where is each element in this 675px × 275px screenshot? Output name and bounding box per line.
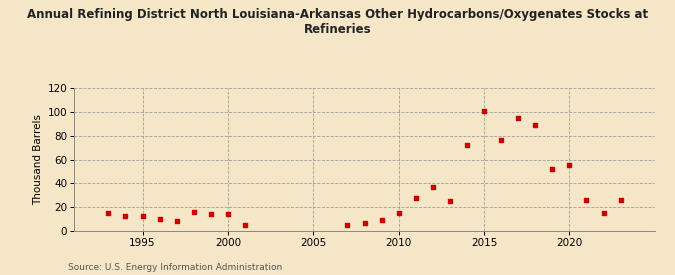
- Point: [394, 211, 404, 215]
- Point: [479, 108, 489, 113]
- Point: [171, 219, 182, 224]
- Point: [462, 143, 472, 147]
- Point: [188, 210, 199, 214]
- Point: [359, 221, 370, 225]
- Point: [342, 223, 353, 227]
- Point: [205, 212, 216, 216]
- Point: [444, 199, 455, 204]
- Point: [120, 213, 131, 218]
- Point: [530, 123, 541, 127]
- Point: [376, 218, 387, 222]
- Point: [410, 196, 421, 200]
- Y-axis label: Thousand Barrels: Thousand Barrels: [33, 114, 43, 205]
- Point: [581, 198, 592, 202]
- Text: Source: U.S. Energy Information Administration: Source: U.S. Energy Information Administ…: [68, 263, 281, 272]
- Point: [564, 163, 575, 168]
- Text: Annual Refining District North Louisiana-Arkansas Other Hydrocarbons/Oxygenates : Annual Refining District North Louisiana…: [27, 8, 648, 36]
- Point: [154, 217, 165, 221]
- Point: [137, 213, 148, 218]
- Point: [240, 223, 250, 227]
- Point: [513, 116, 524, 120]
- Point: [103, 211, 114, 215]
- Point: [427, 185, 438, 189]
- Point: [615, 198, 626, 202]
- Point: [223, 212, 234, 216]
- Point: [598, 211, 609, 215]
- Point: [495, 138, 506, 143]
- Point: [547, 167, 558, 171]
